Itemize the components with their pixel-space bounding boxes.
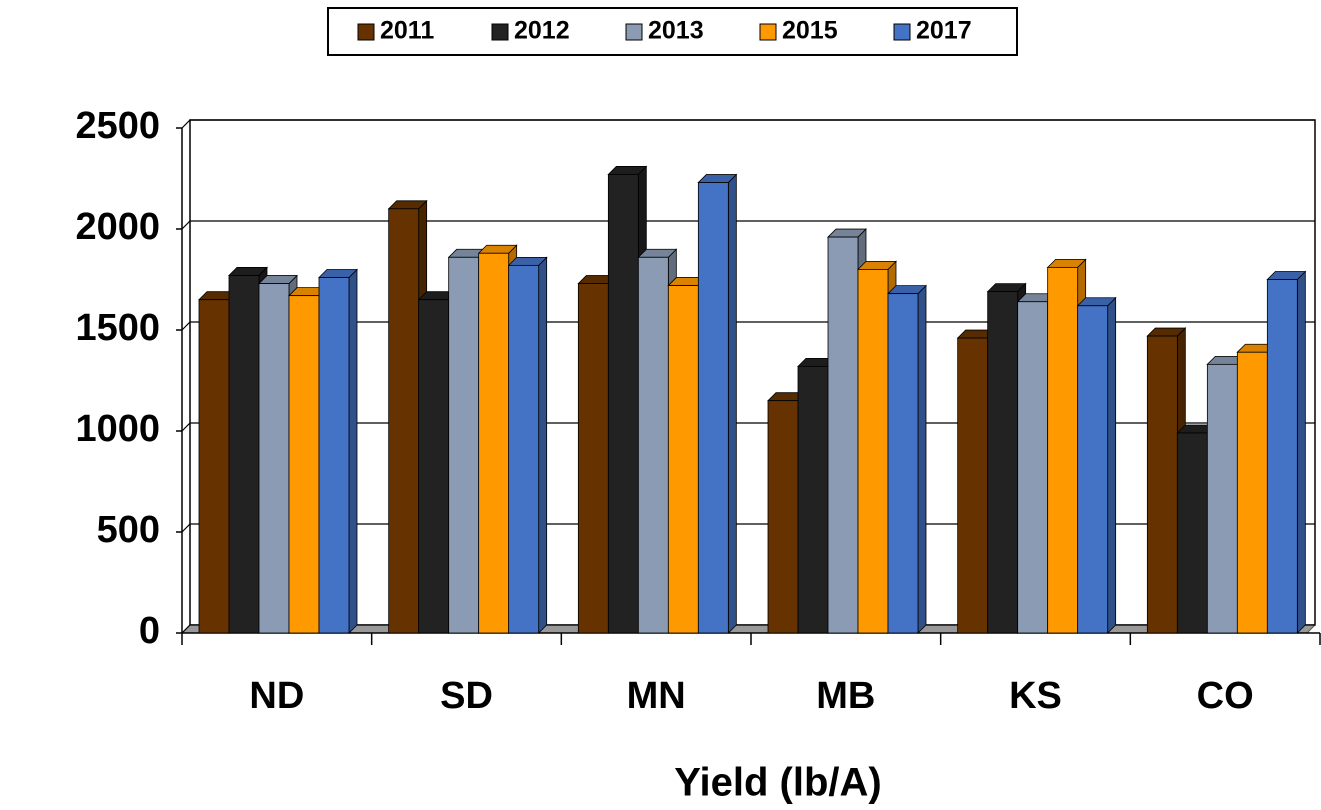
bar bbox=[288, 295, 320, 634]
grid-line bbox=[181, 422, 1315, 432]
bar bbox=[1236, 351, 1268, 634]
x-tick-label: CO bbox=[1197, 675, 1254, 717]
x-axis-title: Yield (lb/A) bbox=[674, 761, 881, 805]
bar bbox=[767, 400, 799, 634]
legend-swatch bbox=[759, 23, 777, 41]
bar bbox=[957, 337, 989, 634]
y-tick-label: 0 bbox=[139, 610, 160, 652]
legend-label: 2013 bbox=[648, 17, 704, 45]
bar bbox=[797, 365, 829, 634]
y-tick-label: 1500 bbox=[75, 307, 160, 349]
legend-label: 2015 bbox=[782, 17, 838, 45]
grid-line bbox=[181, 321, 1315, 331]
bar bbox=[857, 268, 889, 634]
bar bbox=[448, 256, 480, 634]
x-tick-label: KS bbox=[1009, 675, 1062, 717]
bar bbox=[478, 252, 510, 634]
legend-swatch bbox=[491, 23, 509, 41]
bar-side bbox=[917, 284, 927, 634]
legend-label: 2017 bbox=[916, 17, 972, 45]
bar bbox=[607, 174, 639, 634]
y-tick-label: 2500 bbox=[75, 105, 160, 147]
legend-swatch bbox=[893, 23, 911, 41]
bar bbox=[1017, 301, 1049, 634]
bar-side bbox=[1107, 296, 1117, 634]
bar bbox=[697, 182, 729, 634]
bar bbox=[1266, 279, 1298, 634]
x-tick-label: ND bbox=[249, 675, 304, 717]
y-tick-label: 1000 bbox=[75, 408, 160, 450]
x-tick-label: MN bbox=[627, 675, 686, 717]
bar bbox=[258, 283, 290, 634]
bar bbox=[1047, 266, 1079, 634]
x-tick-label: MB bbox=[816, 675, 875, 717]
grid-line bbox=[181, 624, 1315, 634]
bar-side bbox=[727, 173, 737, 634]
grid-line bbox=[181, 523, 1315, 533]
bar bbox=[1206, 363, 1238, 634]
bar-side bbox=[348, 268, 358, 634]
bar bbox=[887, 293, 919, 634]
bar bbox=[388, 208, 420, 634]
legend-swatch bbox=[625, 23, 643, 41]
bar bbox=[577, 283, 609, 634]
y-tick-label: 500 bbox=[97, 509, 160, 551]
legend-label: 2012 bbox=[514, 17, 570, 45]
bar-side bbox=[1296, 270, 1306, 634]
bar bbox=[667, 285, 699, 634]
bar bbox=[827, 236, 859, 634]
bar bbox=[228, 275, 260, 634]
x-tick-label: SD bbox=[440, 675, 493, 717]
bar bbox=[1077, 305, 1109, 634]
bar bbox=[318, 277, 350, 634]
bar bbox=[198, 299, 230, 634]
grid-line bbox=[181, 220, 1315, 230]
bar bbox=[637, 256, 669, 634]
bar bbox=[508, 264, 540, 634]
grid-line bbox=[181, 119, 1315, 129]
y-tick-label: 2000 bbox=[75, 206, 160, 248]
back-wall bbox=[189, 119, 1316, 626]
bar bbox=[418, 299, 450, 634]
legend-label: 2011 bbox=[380, 17, 434, 45]
bar bbox=[987, 291, 1019, 634]
legend-swatch bbox=[357, 23, 375, 41]
bar-side bbox=[538, 256, 548, 634]
bar bbox=[1176, 432, 1208, 634]
bar bbox=[1146, 335, 1178, 634]
